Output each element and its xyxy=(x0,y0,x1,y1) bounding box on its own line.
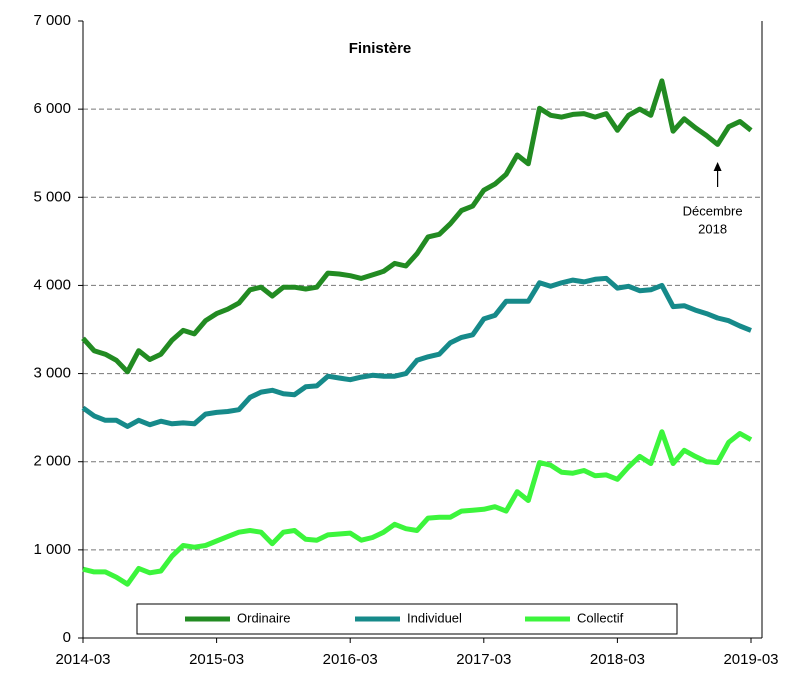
y-tick-label: 0 xyxy=(63,629,71,646)
legend-label: Ordinaire xyxy=(237,610,290,625)
x-tick-label: 2015-03 xyxy=(189,651,244,668)
chart-title: Finistère xyxy=(349,40,412,57)
y-tick-label: 2 000 xyxy=(33,453,71,470)
y-tick-label: 6 000 xyxy=(33,100,71,117)
y-tick-label: 7 000 xyxy=(33,12,71,29)
y-tick-label: 5 000 xyxy=(33,188,71,205)
x-tick-label: 2016-03 xyxy=(323,651,378,668)
y-tick-label: 3 000 xyxy=(33,365,71,382)
series-line xyxy=(82,429,753,587)
annotation: 2018 xyxy=(698,221,727,236)
annotation: Décembre xyxy=(683,203,743,218)
legend-label: Collectif xyxy=(577,610,624,625)
legend-label: Individuel xyxy=(407,610,462,625)
series-line xyxy=(81,275,752,429)
series-line xyxy=(81,78,753,375)
x-tick-label: 2017-03 xyxy=(456,651,511,668)
x-tick-label: 2018-03 xyxy=(590,651,645,668)
x-tick-label: 2019-03 xyxy=(723,651,778,668)
x-tick-label: 2014-03 xyxy=(55,651,110,668)
annotation-arrowhead xyxy=(713,162,722,171)
y-tick-label: 4 000 xyxy=(33,276,71,293)
y-tick-label: 1 000 xyxy=(33,541,71,558)
legend: Ordinaire Individuel Collectif xyxy=(136,603,678,635)
